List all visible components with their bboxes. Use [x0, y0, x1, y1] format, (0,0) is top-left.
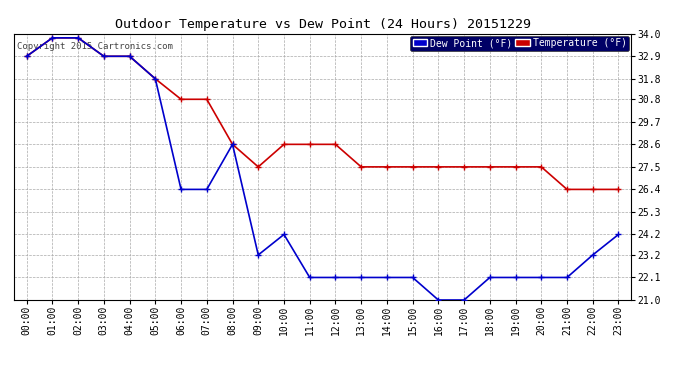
Text: Copyright 2015 Cartronics.com: Copyright 2015 Cartronics.com: [17, 42, 172, 51]
Title: Outdoor Temperature vs Dew Point (24 Hours) 20151229: Outdoor Temperature vs Dew Point (24 Hou…: [115, 18, 531, 31]
Legend: Dew Point (°F), Temperature (°F): Dew Point (°F), Temperature (°F): [411, 36, 629, 51]
